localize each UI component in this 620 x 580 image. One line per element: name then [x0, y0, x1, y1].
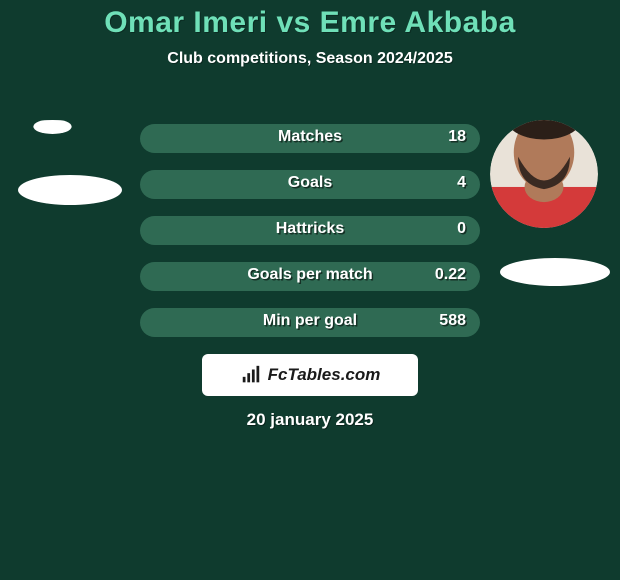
avatar-player-left	[0, 120, 110, 157]
stat-bar-value: 18	[448, 128, 466, 146]
stat-bar-value: 0	[457, 220, 466, 238]
stats-block: Matches 18 Goals 4 Hattricks 0 Goals per match…	[140, 124, 480, 337]
stat-bar: Goals 4	[140, 170, 480, 199]
stat-bar-value: 588	[439, 312, 466, 330]
infographic-canvas: Omar Imeri vs Emre Akbaba Club competiti…	[0, 0, 620, 580]
footer-date: 20 january 2025	[0, 410, 620, 430]
brand-chip-text: FcTables.com	[268, 365, 381, 385]
stat-bar-value: 4	[457, 174, 466, 192]
stat-bar-value: 0.22	[435, 266, 466, 284]
label-pill-left	[18, 175, 122, 205]
page-title: Omar Imeri vs Emre Akbaba	[0, 0, 620, 40]
label-pill-right	[500, 258, 610, 286]
stat-bar: Hattricks 0	[140, 216, 480, 245]
avatar-player-right	[490, 120, 598, 228]
stat-bar-label: Min per goal	[263, 308, 357, 329]
subtitle: Club competitions, Season 2024/2025	[0, 50, 620, 68]
stat-bar-label: Matches	[278, 124, 342, 145]
stat-bar: Min per goal 588	[140, 308, 480, 337]
avatar-photo-icon	[490, 120, 598, 228]
stat-bar-label: Goals	[288, 170, 332, 191]
avatar-placeholder-icon	[0, 120, 110, 157]
stat-bar-label: Goals per match	[247, 262, 372, 283]
stat-bar: Goals per match 0.22	[140, 262, 480, 291]
bar-chart-icon	[240, 364, 262, 386]
stat-bar-label: Hattricks	[276, 216, 344, 237]
stat-bar: Matches 18	[140, 124, 480, 153]
brand-chip: FcTables.com	[202, 354, 418, 396]
